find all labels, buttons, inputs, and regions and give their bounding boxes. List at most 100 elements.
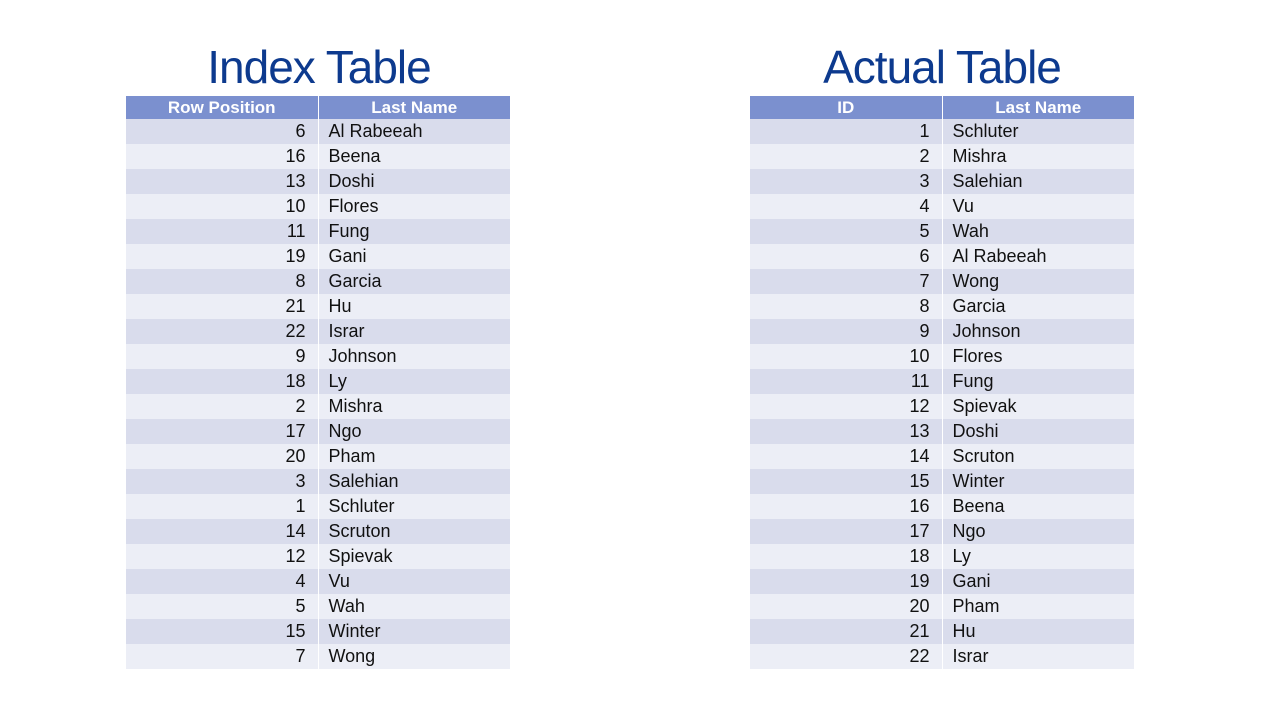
table-row: 7 Wong: [126, 644, 510, 669]
table-row: 20 Pham: [126, 444, 510, 469]
id-cell: 19: [750, 569, 943, 594]
table-row: 4 Vu: [126, 569, 510, 594]
last-name-cell: Al Rabeeah: [318, 119, 510, 144]
table-row: 17 Ngo: [126, 419, 510, 444]
last-name-cell: Fung: [318, 219, 510, 244]
id-cell: 12: [750, 394, 943, 419]
actual-table-header-row: ID Last Name: [750, 96, 1134, 119]
row-position-cell: 5: [126, 594, 319, 619]
table-row: 11 Fung: [750, 369, 1134, 394]
row-position-cell: 11: [126, 219, 319, 244]
last-name-cell: Winter: [942, 469, 1134, 494]
last-name-cell: Ngo: [942, 519, 1134, 544]
row-position-cell: 18: [126, 369, 319, 394]
last-name-cell: Pham: [942, 594, 1134, 619]
last-name-cell: Beena: [942, 494, 1134, 519]
last-name-cell: Salehian: [942, 169, 1134, 194]
last-name-cell: Hu: [318, 294, 510, 319]
table-row: 20 Pham: [750, 594, 1134, 619]
last-name-cell: Schluter: [942, 119, 1134, 144]
table-row: 1 Schluter: [750, 119, 1134, 144]
row-position-cell: 10: [126, 194, 319, 219]
last-name-header: Last Name: [942, 96, 1134, 119]
table-row: 2 Mishra: [750, 144, 1134, 169]
table-row: 21 Hu: [750, 619, 1134, 644]
index-table-title: Index Table: [207, 41, 431, 93]
table-row: 1 Schluter: [126, 494, 510, 519]
actual-table-body: 1 Schluter 2 Mishra 3 Salehian 4 Vu 5 Wah 6 Al Rabe…: [750, 119, 1134, 669]
last-name-cell: Scruton: [318, 519, 510, 544]
row-position-cell: 14: [126, 519, 319, 544]
last-name-cell: Wah: [318, 594, 510, 619]
id-cell: 7: [750, 269, 943, 294]
table-row: 16 Beena: [750, 494, 1134, 519]
last-name-cell: Israr: [318, 319, 510, 344]
row-position-cell: 1: [126, 494, 319, 519]
actual-table: ID Last Name 1 Schluter 2 Mishra 3 Salehian 4 V…: [750, 96, 1134, 669]
last-name-cell: Vu: [318, 569, 510, 594]
id-cell: 11: [750, 369, 943, 394]
table-row: 14 Scruton: [750, 444, 1134, 469]
row-position-cell: 21: [126, 294, 319, 319]
row-position-cell: 3: [126, 469, 319, 494]
last-name-cell: Spievak: [942, 394, 1134, 419]
table-row: 9 Johnson: [750, 319, 1134, 344]
row-position-cell: 15: [126, 619, 319, 644]
last-name-cell: Pham: [318, 444, 510, 469]
table-row: 17 Ngo: [750, 519, 1134, 544]
row-position-cell: 4: [126, 569, 319, 594]
id-cell: 4: [750, 194, 943, 219]
table-row: 19 Gani: [750, 569, 1134, 594]
table-row: 6 Al Rabeeah: [126, 119, 510, 144]
table-row: 18 Ly: [126, 369, 510, 394]
table-row: 10 Flores: [750, 344, 1134, 369]
actual-table-title: Actual Table: [823, 41, 1062, 93]
last-name-cell: Doshi: [942, 419, 1134, 444]
row-position-cell: 17: [126, 419, 319, 444]
last-name-cell: Wah: [942, 219, 1134, 244]
table-row: 12 Spievak: [750, 394, 1134, 419]
table-row: 12 Spievak: [126, 544, 510, 569]
last-name-cell: Garcia: [318, 269, 510, 294]
last-name-cell: Wong: [318, 644, 510, 669]
last-name-cell: Garcia: [942, 294, 1134, 319]
last-name-cell: Beena: [318, 144, 510, 169]
table-row: 4 Vu: [750, 194, 1134, 219]
table-row: 21 Hu: [126, 294, 510, 319]
last-name-cell: Ly: [318, 369, 510, 394]
table-row: 19 Gani: [126, 244, 510, 269]
id-cell: 1: [750, 119, 943, 144]
table-row: 15 Winter: [126, 619, 510, 644]
last-name-cell: Johnson: [942, 319, 1134, 344]
last-name-cell: Gani: [318, 244, 510, 269]
id-cell: 18: [750, 544, 943, 569]
id-cell: 15: [750, 469, 943, 494]
row-position-cell: 20: [126, 444, 319, 469]
table-row: 6 Al Rabeeah: [750, 244, 1134, 269]
table-row: 11 Fung: [126, 219, 510, 244]
table-row: 9 Johnson: [126, 344, 510, 369]
last-name-cell: Schluter: [318, 494, 510, 519]
id-cell: 3: [750, 169, 943, 194]
id-cell: 2: [750, 144, 943, 169]
last-name-header: Last Name: [318, 96, 510, 119]
id-cell: 22: [750, 644, 943, 669]
last-name-cell: Mishra: [318, 394, 510, 419]
id-cell: 21: [750, 619, 943, 644]
row-position-cell: 2: [126, 394, 319, 419]
last-name-cell: Vu: [942, 194, 1134, 219]
row-position-cell: 7: [126, 644, 319, 669]
last-name-cell: Mishra: [942, 144, 1134, 169]
table-row: 8 Garcia: [750, 294, 1134, 319]
row-position-cell: 22: [126, 319, 319, 344]
last-name-cell: Salehian: [318, 469, 510, 494]
id-cell: 9: [750, 319, 943, 344]
last-name-cell: Scruton: [942, 444, 1134, 469]
last-name-cell: Doshi: [318, 169, 510, 194]
last-name-cell: Winter: [318, 619, 510, 644]
row-position-cell: 16: [126, 144, 319, 169]
table-row: 13 Doshi: [750, 419, 1134, 444]
last-name-cell: Hu: [942, 619, 1134, 644]
index-table-header-row: Row Position Last Name: [126, 96, 510, 119]
row-position-cell: 8: [126, 269, 319, 294]
